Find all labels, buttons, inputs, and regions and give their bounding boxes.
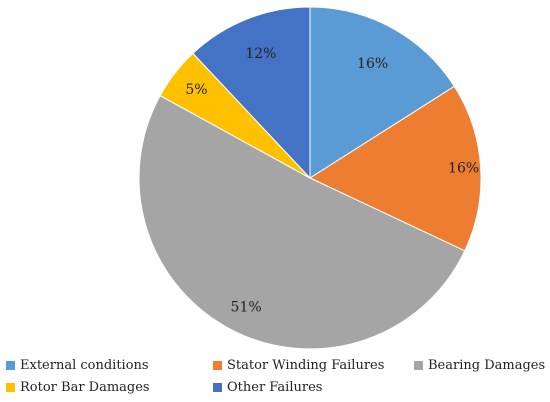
pie-slice-stator-winding-failures	[308, 85, 482, 252]
pie-label-other-failures: 12%	[245, 46, 276, 62]
legend-swatch-external-conditions	[6, 361, 15, 370]
legend-swatch-bearing-damages	[414, 361, 423, 370]
legend-item-stator-winding-failures: Stator Winding Failures	[213, 358, 384, 373]
legend-item-other-failures: Other Failures	[213, 380, 322, 395]
legend-item-external-conditions: External conditions	[6, 358, 149, 373]
legend-item-bearing-damages: Bearing Damages	[414, 358, 545, 373]
pie-label-rotor-bar-damages: 5%	[185, 82, 207, 98]
legend-label-other-failures: Other Failures	[227, 380, 323, 395]
pie-slice-other-failures	[192, 6, 311, 180]
pie-slice-bearing-damages	[138, 94, 466, 350]
pie-label-stator-winding-failures: 16%	[448, 160, 479, 176]
legend-label-rotor-bar-damages: Rotor Bar Damages	[20, 380, 150, 395]
pie-slices	[138, 6, 482, 350]
pie-slice-external-conditions	[309, 6, 456, 179]
legend-swatch-stator-winding-failures	[213, 361, 222, 370]
legend-label-stator-winding-failures: Stator Winding Failures	[227, 358, 385, 373]
legend-label-bearing-damages: Bearing Damages	[428, 358, 546, 373]
legend-label-external-conditions: External conditions	[20, 358, 149, 373]
legend-swatch-other-failures	[213, 383, 222, 392]
legend-swatch-rotor-bar-damages	[6, 383, 15, 392]
pie-labels: 16% 16% 51% 5% 12%	[185, 46, 479, 316]
pie-label-external-conditions: 16%	[357, 56, 388, 72]
legend-item-rotor-bar-damages: Rotor Bar Damages	[6, 380, 150, 395]
pie-label-bearing-damages: 51%	[231, 300, 262, 316]
